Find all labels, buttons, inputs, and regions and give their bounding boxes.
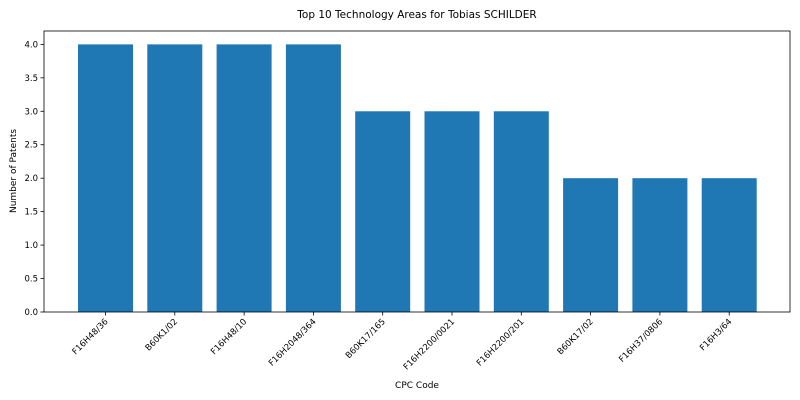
y-tick-label-6: 3.0 [24,107,38,117]
x-tick-label-3: F16H2048/364 [267,317,318,368]
y-tick-label-8: 4.0 [24,40,38,50]
y-tick-label-3: 1.5 [24,208,38,218]
bar-6 [494,111,549,312]
bar-4 [355,111,410,312]
y-tick-label-4: 2.0 [24,174,38,184]
x-tick-label-4: B60K17/165 [344,317,388,361]
chart-title: Top 10 Technology Areas for Tobias SCHIL… [296,9,536,21]
x-tick-label-5: F16H2200/0021 [402,317,457,372]
y-tick-label-1: 0.5 [24,275,38,285]
x-tick-label-0: F16H48/36 [71,317,111,357]
y-tick-label-5: 2.5 [24,141,38,151]
bar-0 [78,44,133,312]
x-tick-label-6: F16H2200/201 [475,317,526,368]
x-axis-label: CPC Code [395,381,439,391]
bar-3 [286,44,341,312]
bar-5 [425,111,480,312]
x-tick-label-1: B60K1/02 [144,317,180,353]
x-tick-label-8: F16H37/0806 [617,317,665,365]
bar-8 [632,178,687,312]
x-tick-label-7: B60K17/02 [556,317,596,357]
x-tick-label-2: F16H48/10 [209,317,249,357]
bar-2 [217,44,272,312]
x-tick-label-9: F16H3/64 [698,317,734,353]
y-tick-label-7: 3.5 [24,74,38,84]
bar-9 [702,178,757,312]
y-axis-label: Number of Patents [9,129,19,213]
x-axis: F16H48/36 B60K1/02 F16H48/10 F16H2048/364 B6… [71,312,735,372]
y-tick-label-2: 1.0 [24,241,38,251]
y-tick-label-0: 0.0 [24,308,38,318]
bar-1 [147,44,202,312]
bar-7 [563,178,618,312]
bars-group [78,44,757,312]
y-axis: 0.0 0.5 1.0 1.5 2.0 2.5 3.0 3.5 4.0 [24,40,44,318]
